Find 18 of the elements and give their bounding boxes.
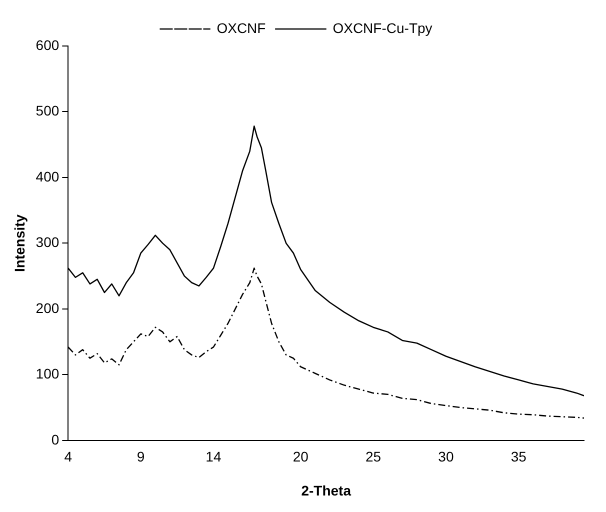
x-tick-label: 9	[136, 448, 145, 465]
x-tick-label: 30	[438, 448, 454, 465]
y-tick-label: 100	[36, 366, 60, 382]
x-tick-label: 20	[292, 448, 309, 465]
y-tick-label: 600	[36, 36, 60, 53]
y-tick-label: 400	[36, 168, 60, 184]
x-tick-label: 14	[206, 448, 222, 465]
legend-label: OXCNF-Cu-Tpy	[332, 20, 432, 36]
x-tick-label: 4	[64, 448, 72, 465]
legend-label: OXCNF	[216, 20, 266, 36]
x-tick-label: 35	[510, 448, 527, 465]
y-axis-title: Intensity	[11, 214, 28, 272]
y-tick-label: 0	[51, 431, 60, 448]
x-tick-label: 25	[366, 448, 382, 465]
y-tick-label: 500	[36, 102, 60, 119]
y-tick-label: 200	[36, 300, 60, 316]
y-tick-label: 300	[36, 234, 60, 250]
x-axis-title: 2-Theta	[301, 482, 352, 498]
